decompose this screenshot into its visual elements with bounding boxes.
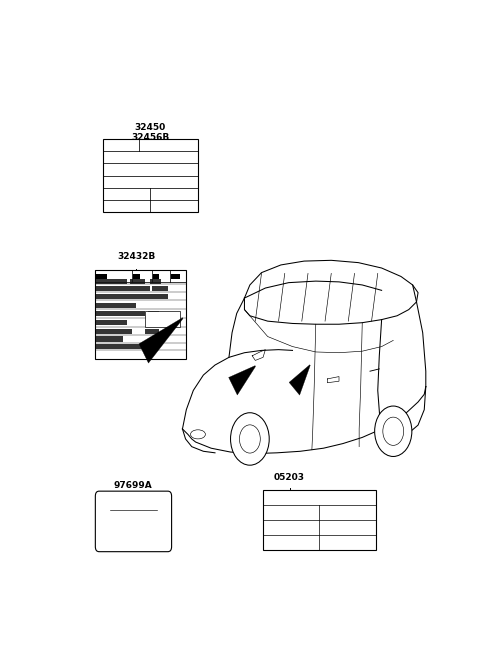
Text: 32432B: 32432B [117, 252, 156, 261]
Bar [152, 286, 168, 291]
Bar [153, 274, 159, 279]
Bar [96, 286, 150, 291]
Bar [96, 294, 168, 299]
Bar [96, 337, 123, 342]
Bar [145, 311, 180, 327]
Polygon shape [289, 365, 310, 395]
Bar [96, 279, 127, 284]
Polygon shape [228, 365, 255, 395]
Circle shape [383, 417, 404, 445]
Circle shape [375, 406, 412, 457]
Text: 97699A: 97699A [114, 481, 153, 490]
Text: 32450: 32450 [135, 122, 166, 132]
Bar [103, 139, 198, 212]
Circle shape [240, 425, 260, 453]
Bar [96, 329, 132, 334]
Bar [132, 274, 140, 279]
Bar [145, 329, 159, 334]
Text: 05203: 05203 [274, 473, 305, 482]
Circle shape [230, 413, 269, 465]
Bar [263, 490, 376, 550]
FancyBboxPatch shape [96, 491, 172, 552]
Bar [130, 279, 145, 284]
Bar [96, 311, 145, 316]
Ellipse shape [191, 430, 205, 439]
Bar [96, 343, 145, 349]
Bar [96, 271, 186, 358]
Bar [150, 279, 161, 284]
Bar [96, 274, 107, 279]
Text: 32456B: 32456B [131, 133, 169, 142]
Bar [171, 274, 180, 279]
Bar [148, 311, 159, 316]
Polygon shape [139, 318, 183, 363]
Bar [96, 320, 127, 325]
Bar [96, 303, 136, 309]
